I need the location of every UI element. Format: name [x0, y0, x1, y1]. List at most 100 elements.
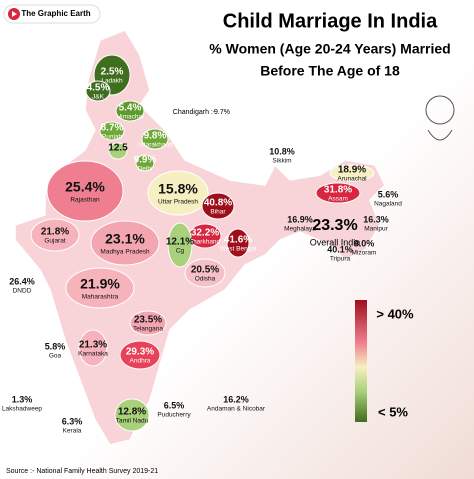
- state-value: 21.8%: [41, 227, 69, 238]
- state-name: Andhra: [130, 358, 151, 365]
- state-value: 21.9%: [80, 276, 120, 292]
- state-value: 10.8%: [269, 146, 295, 156]
- state-name: DNDD: [13, 288, 32, 295]
- state-region: [167, 222, 193, 268]
- state-name: Telangana: [133, 326, 163, 333]
- state-region: [115, 100, 145, 122]
- source: Source :- National Family Health Survey …: [6, 468, 158, 475]
- state-region: [78, 329, 108, 367]
- state-region: [135, 154, 155, 172]
- subtitle: % Women (Age 20-24 Years) Married: [209, 41, 450, 57]
- overall-value: 23.3%: [312, 217, 357, 234]
- state-name: Himachal: [116, 114, 144, 121]
- state-region: [114, 398, 150, 432]
- state-name: Bihar: [210, 209, 226, 216]
- state-name: Andaman & Nicobar: [207, 406, 266, 413]
- state-name: West Bengal: [220, 246, 257, 253]
- state-name: Meghalaya: [284, 226, 316, 233]
- state-value: 20.5%: [191, 265, 219, 276]
- state-value: 9.9%: [134, 155, 157, 166]
- state-name: Maharashtra: [82, 294, 119, 301]
- state-name: Ladakh: [101, 78, 123, 85]
- state-name: Tripura: [330, 256, 351, 263]
- legend-scale: [355, 300, 367, 422]
- subtitle: Before The Age of 18: [260, 63, 400, 79]
- state-value: 2.5%: [101, 67, 124, 78]
- state-name: Lakshadweep: [2, 406, 42, 413]
- legend-high: > 40%: [376, 306, 414, 321]
- state-value: 5.6%: [378, 189, 399, 199]
- emblem: [425, 95, 455, 141]
- state-name: Gujarat: [44, 238, 66, 245]
- state-name: J&K: [92, 94, 105, 101]
- legend-low: < 5%: [378, 404, 408, 419]
- brand: The Graphic Earth: [3, 4, 101, 24]
- state-name: Madhya Pradesh: [100, 249, 150, 256]
- state-name: Nagaland: [374, 201, 402, 208]
- state-name: Cg: [176, 248, 185, 255]
- state-value: 40.1%: [327, 244, 353, 254]
- state-value: 18.9%: [338, 165, 366, 176]
- state-region: [141, 128, 169, 150]
- state-name: Delhi: [138, 166, 153, 173]
- state-value: 5.4%: [119, 103, 142, 114]
- state-name: Punjab: [102, 134, 123, 141]
- state-name: Uttarakhand: [137, 142, 173, 149]
- state-value: 12.5: [108, 143, 128, 154]
- state-value: 4.5%: [87, 83, 110, 94]
- state-value: 26.4%: [9, 276, 35, 286]
- state-region: [226, 228, 250, 258]
- state-value: 21.3%: [79, 340, 107, 351]
- state-region: [184, 258, 226, 288]
- state-region: [30, 218, 80, 252]
- state-region: [147, 170, 209, 216]
- state-name: Rajasthan: [70, 197, 100, 204]
- state-value: 9.8%: [144, 131, 167, 142]
- state-name: Kerala: [63, 428, 82, 435]
- state-name: Sikkim: [272, 158, 291, 165]
- state-name: Puducherry: [157, 412, 191, 419]
- state-value: 8.7%: [101, 123, 124, 134]
- state-name: Manipur: [364, 226, 388, 233]
- state-name: Goa: [49, 353, 62, 360]
- state-name: Mizoram: [352, 250, 377, 257]
- state-value: 40.8%: [204, 198, 232, 209]
- state-region: [315, 182, 361, 204]
- state-name: Karnataka: [78, 351, 108, 358]
- title: Child Marriage In India: [223, 10, 438, 32]
- state-region: [90, 220, 160, 266]
- state-region: [85, 80, 111, 102]
- state-value: 16.2%: [223, 394, 249, 404]
- state-name: Arunachal: [337, 176, 367, 183]
- state-value: 5.8%: [45, 341, 66, 351]
- state-value: 9.7%: [214, 109, 230, 116]
- state-name: Tamil Nadu: [116, 418, 149, 425]
- state-value: 23.5%: [134, 315, 162, 326]
- state-region: [99, 121, 125, 141]
- state-name: Uttar Pradesh: [158, 199, 198, 206]
- state-value: 12.8%: [118, 407, 146, 418]
- brand-name: The Graphic Earth: [21, 9, 90, 18]
- state-region: [46, 160, 124, 222]
- state-name: Odisha: [195, 276, 216, 283]
- state-value: 8.0%: [354, 238, 375, 248]
- state-value: 41.6%: [224, 235, 252, 246]
- state-name: Assam: [328, 196, 348, 203]
- state-value: 15.8%: [158, 181, 198, 197]
- state-region: [201, 192, 235, 220]
- state-value: 32.2%: [191, 228, 219, 239]
- state-value: 25.4%: [65, 179, 105, 195]
- state-value: 29.3%: [126, 347, 154, 358]
- state-region: [129, 310, 167, 336]
- state-region: [119, 340, 161, 370]
- state-value: 31.8%: [324, 185, 352, 196]
- overall-label: Overall India: [310, 237, 361, 247]
- state-region: [329, 164, 375, 182]
- state-value: 6.5%: [164, 400, 185, 410]
- state-name: Jharkhand: [190, 239, 221, 246]
- state-value: 6.3%: [62, 416, 83, 426]
- state-region: [108, 142, 128, 160]
- state-value: 23.1%: [105, 231, 145, 247]
- state-value: 16.9%: [287, 214, 313, 224]
